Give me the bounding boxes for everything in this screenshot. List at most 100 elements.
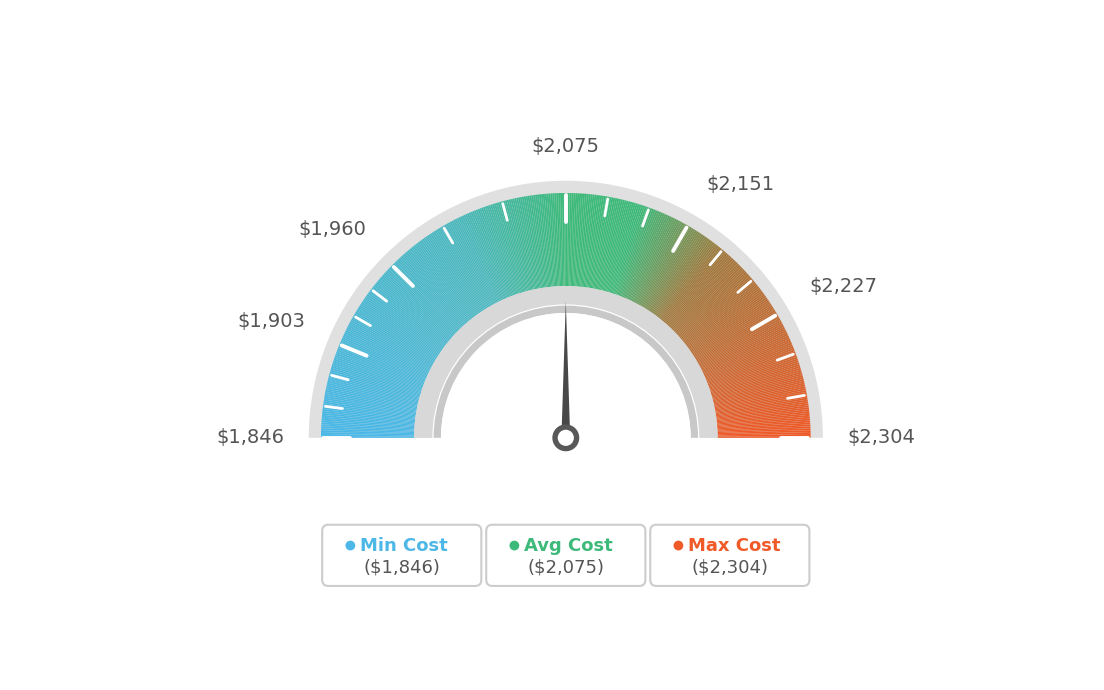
Wedge shape: [716, 407, 809, 420]
Wedge shape: [422, 239, 478, 315]
Wedge shape: [716, 417, 810, 426]
Wedge shape: [591, 196, 608, 288]
Wedge shape: [438, 228, 488, 308]
Wedge shape: [321, 434, 414, 437]
Wedge shape: [710, 360, 798, 391]
Wedge shape: [569, 193, 572, 286]
Wedge shape: [676, 269, 744, 334]
Wedge shape: [559, 193, 562, 286]
Wedge shape: [481, 208, 514, 295]
Wedge shape: [342, 337, 427, 377]
Wedge shape: [410, 248, 470, 321]
Wedge shape: [338, 346, 425, 382]
Wedge shape: [372, 286, 447, 345]
Wedge shape: [616, 207, 649, 295]
Wedge shape: [413, 246, 471, 319]
Wedge shape: [679, 275, 750, 337]
Text: ($1,846): ($1,846): [363, 559, 440, 577]
Wedge shape: [336, 351, 424, 385]
Wedge shape: [660, 247, 721, 320]
Wedge shape: [609, 204, 638, 293]
Wedge shape: [603, 200, 627, 290]
Wedge shape: [709, 353, 796, 386]
Wedge shape: [329, 373, 420, 399]
Wedge shape: [652, 237, 707, 314]
Wedge shape: [708, 349, 795, 384]
Wedge shape: [461, 215, 502, 300]
Wedge shape: [321, 417, 415, 426]
Wedge shape: [428, 234, 481, 313]
Wedge shape: [353, 315, 435, 363]
Wedge shape: [541, 194, 552, 287]
Circle shape: [552, 424, 580, 451]
Circle shape: [673, 541, 683, 551]
Wedge shape: [328, 377, 418, 401]
Wedge shape: [709, 355, 797, 388]
Wedge shape: [713, 379, 804, 402]
Text: $1,960: $1,960: [298, 220, 367, 239]
Wedge shape: [684, 286, 760, 345]
Wedge shape: [560, 193, 563, 286]
Wedge shape: [692, 302, 771, 355]
Wedge shape: [718, 430, 810, 434]
Wedge shape: [348, 325, 431, 369]
Wedge shape: [473, 211, 509, 297]
Wedge shape: [344, 332, 429, 373]
Wedge shape: [704, 337, 789, 377]
Wedge shape: [586, 195, 601, 288]
Wedge shape: [336, 353, 423, 386]
Wedge shape: [628, 215, 668, 300]
Wedge shape: [630, 216, 671, 301]
Wedge shape: [337, 349, 424, 384]
Wedge shape: [322, 413, 415, 424]
Wedge shape: [712, 370, 802, 397]
Wedge shape: [432, 232, 484, 311]
Wedge shape: [715, 392, 807, 411]
Text: $1,846: $1,846: [216, 428, 284, 447]
Wedge shape: [571, 193, 575, 286]
Wedge shape: [338, 348, 425, 383]
Wedge shape: [418, 241, 476, 317]
Wedge shape: [672, 264, 739, 331]
Wedge shape: [393, 264, 459, 331]
Wedge shape: [514, 198, 535, 289]
Wedge shape: [701, 325, 784, 369]
Wedge shape: [696, 310, 775, 359]
Wedge shape: [361, 302, 439, 355]
Wedge shape: [718, 436, 810, 438]
Wedge shape: [705, 341, 792, 379]
Wedge shape: [460, 216, 501, 301]
Wedge shape: [687, 289, 762, 346]
Wedge shape: [533, 195, 546, 287]
Wedge shape: [485, 206, 517, 295]
Wedge shape: [701, 326, 785, 370]
Wedge shape: [641, 225, 689, 306]
Wedge shape: [490, 204, 520, 293]
Wedge shape: [496, 203, 523, 293]
Wedge shape: [321, 426, 414, 432]
Wedge shape: [701, 328, 786, 371]
Wedge shape: [658, 243, 715, 318]
Wedge shape: [682, 282, 755, 342]
Wedge shape: [505, 200, 529, 290]
Wedge shape: [325, 394, 416, 412]
Wedge shape: [640, 224, 687, 306]
Wedge shape: [347, 326, 431, 370]
Wedge shape: [718, 422, 810, 429]
Wedge shape: [696, 311, 776, 361]
Wedge shape: [411, 247, 471, 320]
Wedge shape: [638, 222, 683, 305]
Wedge shape: [376, 282, 449, 342]
Wedge shape: [624, 212, 661, 298]
Wedge shape: [359, 305, 438, 357]
Wedge shape: [714, 388, 806, 408]
Text: $2,304: $2,304: [848, 428, 915, 447]
Circle shape: [558, 430, 574, 446]
Wedge shape: [666, 254, 729, 325]
Wedge shape: [371, 288, 446, 346]
Wedge shape: [629, 215, 670, 300]
Wedge shape: [655, 239, 711, 316]
Wedge shape: [468, 213, 507, 299]
Wedge shape: [321, 428, 414, 433]
Wedge shape: [512, 199, 534, 290]
